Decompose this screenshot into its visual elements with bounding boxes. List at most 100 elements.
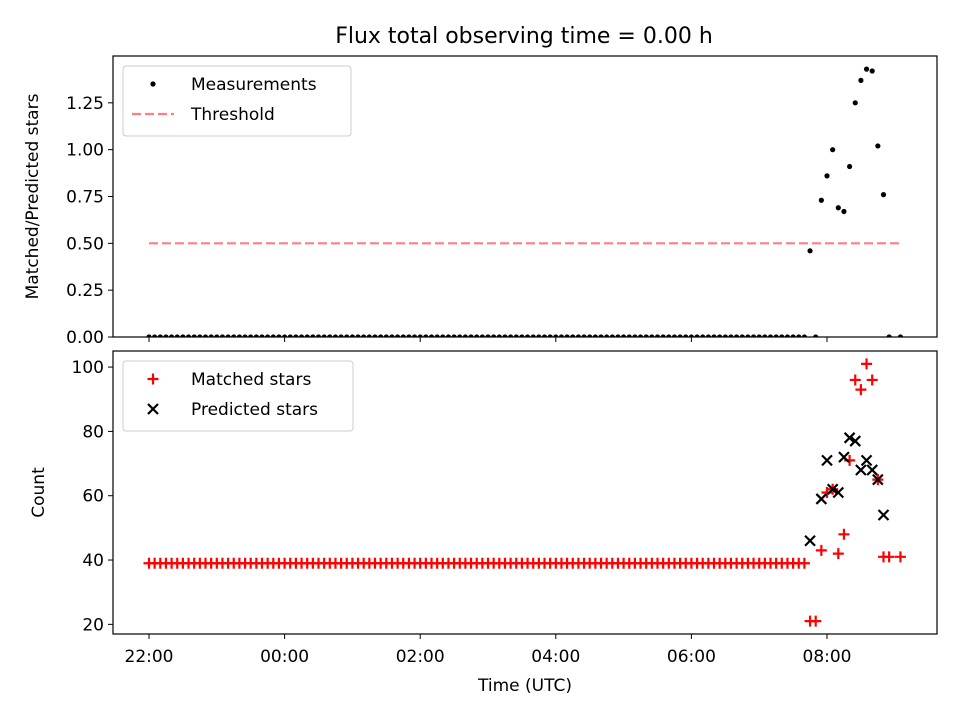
matched-star-point xyxy=(810,615,822,627)
measurement-point xyxy=(344,334,350,337)
measurement-point xyxy=(276,334,282,337)
matched-star-point xyxy=(798,557,810,569)
measurement-point xyxy=(807,248,813,254)
measurement-point xyxy=(858,77,864,83)
measurement-point xyxy=(524,334,531,337)
x-tick-label: 00:00 xyxy=(260,647,309,667)
measurement-point xyxy=(169,334,175,337)
measurement-point xyxy=(457,334,463,337)
legend-swatch-x xyxy=(147,403,159,415)
measurement-point xyxy=(705,334,711,337)
measurement-point xyxy=(750,334,757,337)
measurement-point xyxy=(315,334,322,337)
predicted-star-point xyxy=(815,493,828,505)
predicted-star-point xyxy=(838,451,850,463)
measurement-point xyxy=(784,334,791,337)
measurement-point xyxy=(886,334,892,337)
measurement-point xyxy=(609,334,615,337)
measurement-point xyxy=(739,334,745,337)
measurement-point xyxy=(502,334,508,337)
predicted-star-point xyxy=(804,534,816,547)
predicted-star-point xyxy=(855,464,867,476)
measurement-point xyxy=(355,334,361,337)
y-tick-label: 0.25 xyxy=(66,281,104,301)
measurement-point xyxy=(253,334,259,337)
measurement-point xyxy=(479,334,485,337)
measurement-point xyxy=(835,205,841,211)
matched-star-point xyxy=(849,374,861,386)
plot-area xyxy=(143,358,906,627)
measurement-point xyxy=(581,334,587,337)
y-tick-label: 0.50 xyxy=(66,234,104,254)
x-tick-label: 22:00 xyxy=(125,647,174,667)
measurement-point xyxy=(869,68,875,74)
matched-star-point xyxy=(883,551,895,563)
axes-frame xyxy=(112,55,938,338)
measurement-point xyxy=(830,147,836,153)
measurement-point xyxy=(700,334,706,337)
measurement-point xyxy=(570,334,576,337)
measurement-point xyxy=(694,334,700,337)
measurement-point xyxy=(547,334,553,337)
matched-star-point xyxy=(861,358,873,370)
measurement-point xyxy=(321,334,327,337)
legend-label: Measurements xyxy=(191,75,317,95)
measurement-point xyxy=(434,334,440,337)
measurement-point xyxy=(152,334,158,337)
measurement-point xyxy=(649,334,655,337)
axes-frame xyxy=(112,350,938,635)
measurement-point xyxy=(270,334,276,337)
measurement-point xyxy=(304,334,310,337)
matched-star-point xyxy=(815,544,827,556)
plot-area xyxy=(146,66,904,337)
measurement-point xyxy=(711,334,717,337)
y-tick-label: 100 xyxy=(72,358,104,378)
legend-swatch-plus xyxy=(147,373,159,385)
measurement-point xyxy=(428,334,435,337)
measurement-point xyxy=(225,334,231,337)
predicted-star-point xyxy=(866,464,878,476)
x-tick-label: 06:00 xyxy=(667,647,716,667)
measurement-point xyxy=(818,197,824,203)
measurement-point xyxy=(615,334,621,337)
top-panel: 0.00 0.25 0.50 0.75 1.00 1.25 Matched/Predicte… xyxy=(23,55,938,348)
measurement-point xyxy=(530,334,536,337)
legend-label: Matched stars xyxy=(191,370,311,390)
measurement-point xyxy=(163,334,169,337)
measurement-point xyxy=(621,334,627,337)
predicted-star-point xyxy=(849,435,862,447)
measurement-point xyxy=(282,334,288,337)
measurement-point xyxy=(643,334,649,337)
measurement-point xyxy=(666,334,672,337)
y-tick-label: 60 xyxy=(82,487,104,507)
legend-box xyxy=(122,65,352,137)
bottom-panel: 20 40 60 80 100 22:00 00:00 02:00 04:00 06:00 08:0… xyxy=(29,350,938,696)
measurement-point xyxy=(773,334,779,337)
measurement-point xyxy=(717,334,723,337)
measurement-point xyxy=(813,334,819,337)
measurement-point xyxy=(745,334,751,337)
measurement-point xyxy=(598,334,604,337)
measurement-point xyxy=(897,334,904,337)
y-axis-label: Matched/Predicted stars xyxy=(23,93,43,299)
measurement-point xyxy=(790,334,796,337)
measurement-point xyxy=(327,334,333,337)
measurement-point xyxy=(395,334,401,337)
matched-star-point xyxy=(838,528,850,540)
legend-label: Predicted stars xyxy=(191,400,318,420)
measurement-point xyxy=(332,334,339,337)
measurement-point xyxy=(197,334,203,337)
measurement-point xyxy=(564,334,570,337)
measurement-point xyxy=(513,334,519,337)
measurement-point xyxy=(671,334,678,337)
measurement-point xyxy=(383,334,389,337)
measurement-point xyxy=(587,334,593,337)
measurement-point xyxy=(875,143,881,149)
measurement-point xyxy=(553,334,559,337)
chart-title: Flux total observing time = 0.00 h xyxy=(335,24,713,49)
measurement-point xyxy=(248,334,254,337)
measurement-point xyxy=(445,334,452,337)
x-axis-label: Time (UTC) xyxy=(477,676,572,696)
legend-label: Threshold xyxy=(190,105,275,125)
measurement-point xyxy=(728,334,734,337)
